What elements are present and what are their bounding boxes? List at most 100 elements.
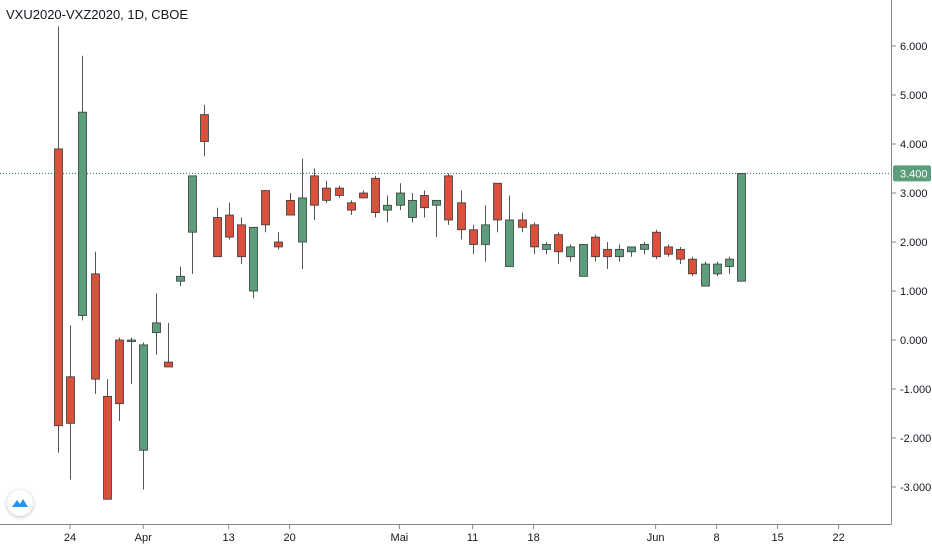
candle-body [518,219,527,228]
last-price-badge-layer: 3.400 [893,165,931,182]
candle [566,244,575,262]
candle [713,261,722,277]
x-tick-label: 22 [832,532,844,544]
candle [115,337,124,421]
x-tick-label: Mai [391,532,409,544]
candle-body [530,224,539,248]
candle [176,266,185,287]
candle [298,158,307,269]
candle-body [383,204,392,211]
x-tick-label: 15 [771,532,783,544]
x-tick-label: 18 [527,532,539,544]
candle-body [103,395,112,500]
candle-body [408,199,417,218]
y-tick-label: 5.000 [900,90,928,102]
candle [249,226,258,299]
candle-body [640,244,649,250]
candles-layer [54,26,746,500]
candle-body [127,339,136,342]
candle [91,251,100,394]
tradingview-logo-glyph [12,499,28,507]
candle [493,182,502,233]
candle [591,234,600,262]
candle-body [591,236,600,258]
price-axis[interactable]: 6.000 5.000 4.000 3.000 2.000 1.000 0.000 -1.00… [891,41,931,494]
candle [396,183,405,211]
candle [322,180,331,203]
candle-body [432,199,441,206]
candle-body [54,148,63,427]
candle [213,207,222,258]
candle-body [737,172,746,282]
candle-body [335,187,344,196]
candle [737,172,746,282]
candle [652,229,661,260]
y-tick-label: 0.000 [900,335,928,347]
candle-body [676,248,685,260]
candle [200,104,209,157]
candle [286,193,295,216]
candle [432,199,441,238]
candle-body [213,217,222,258]
candle-body [457,202,466,231]
candle-body [713,263,722,275]
candle [725,256,734,274]
candle [347,200,356,216]
candle-body [688,258,697,275]
candle-body [701,263,710,287]
candle-body [627,246,636,253]
candle [188,175,197,274]
candle [542,242,551,255]
time-axis[interactable]: 24 Apr 13 20 Mai 11 18 Jun 8 15 22 [64,524,845,544]
candle-body [261,190,270,226]
x-tick-label: 13 [222,532,234,544]
tradingview-logo-icon[interactable] [7,490,33,516]
candle-body [322,187,331,201]
candle-body [225,214,234,238]
candle-body [298,197,307,243]
x-tick-label: 20 [283,532,295,544]
candle-body [188,175,197,233]
candle [371,175,380,218]
candle-body [505,219,514,267]
candle-body [615,248,624,258]
last-price-badge [893,165,931,182]
candle [127,337,136,385]
candle [554,232,563,265]
candle-body [725,258,734,267]
candle-body [493,182,502,221]
candle [359,190,368,199]
symbol-title: VXU2020-VXZ2020, 1D, CBOE [6,7,189,22]
candle [103,379,112,500]
x-tick-label: 11 [467,532,478,544]
candle-body [274,241,283,248]
candle [139,342,148,490]
candle [152,293,161,355]
candle [505,195,514,267]
candle-body [444,175,453,221]
candle [408,193,417,223]
y-tick-label: -2.000 [900,433,931,445]
candle-body [164,361,173,368]
x-tick-label: Jun [647,532,665,544]
candle [420,190,429,218]
candle-body [152,322,161,334]
y-tick-label: 2.000 [900,237,928,249]
candle-body [603,248,612,258]
candle-body [66,376,75,424]
candle [676,246,685,265]
candle-body [91,273,100,380]
candle-body [579,244,588,277]
candle-body [176,275,185,282]
candle [261,190,270,233]
candle [78,55,87,321]
candle-body [310,175,319,206]
candle [530,222,539,255]
candle [469,224,478,255]
candle-body [469,229,478,245]
candle [310,168,319,220]
x-tick-label: 24 [64,532,76,544]
candle-body [359,192,368,199]
